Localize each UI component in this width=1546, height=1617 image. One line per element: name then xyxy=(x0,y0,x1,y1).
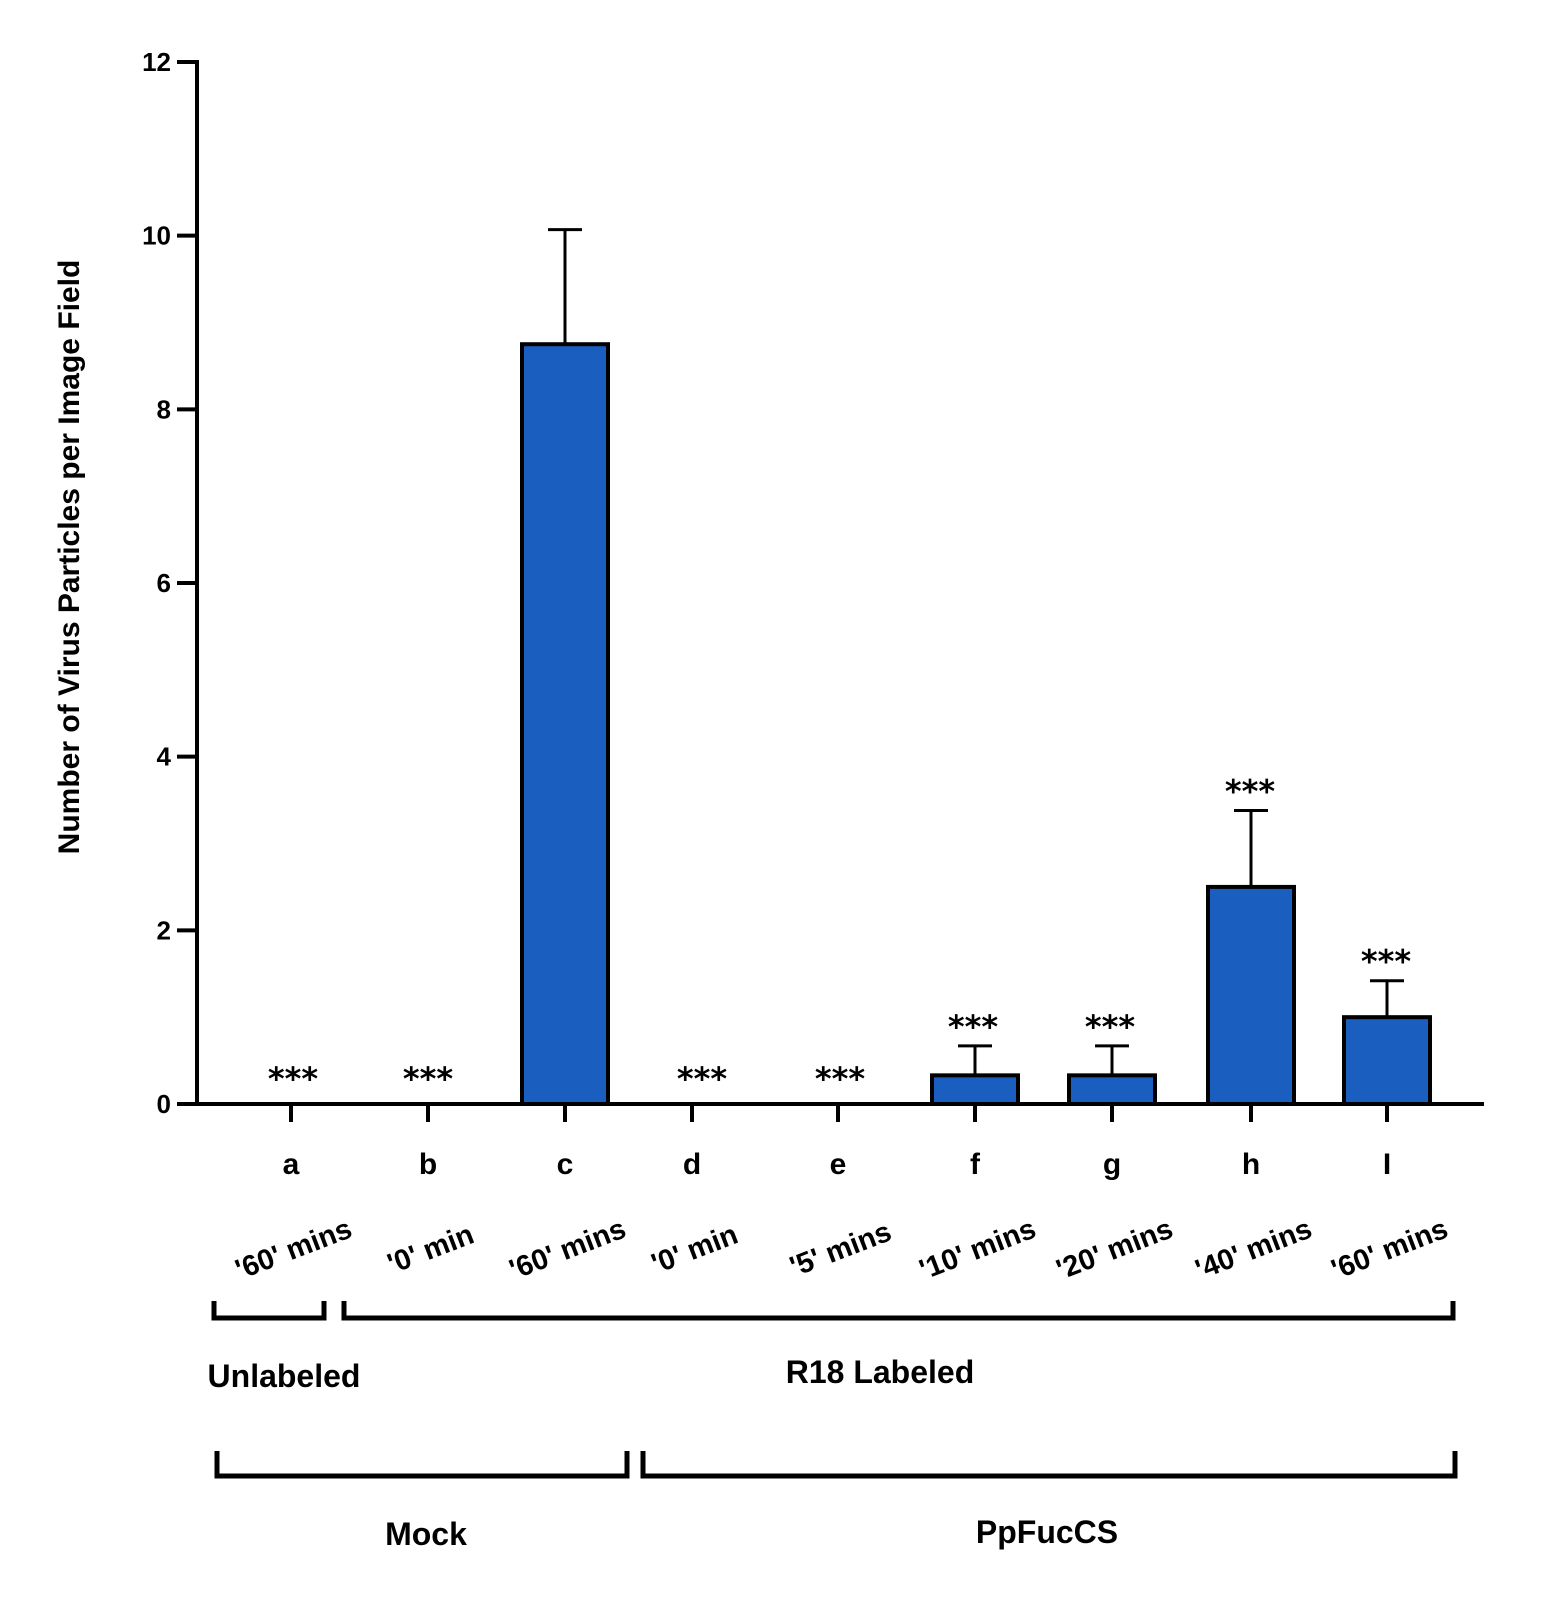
y-tick-label: 10 xyxy=(142,221,171,251)
significance-marker: *** xyxy=(1085,1008,1135,1046)
time-label: '60' mins xyxy=(231,1213,356,1287)
time-label: '5' mins xyxy=(786,1216,896,1284)
category-label: e xyxy=(830,1148,847,1181)
bar-g xyxy=(1067,1073,1157,1106)
significance-marker: *** xyxy=(1225,773,1275,811)
group-brackets: Unlabeled R18 Labeled Mock PpFucCS xyxy=(208,1301,1458,1552)
group-label: Unlabeled xyxy=(208,1358,361,1394)
time-label: '60' mins xyxy=(505,1213,630,1287)
group-label: R18 Labeled xyxy=(786,1354,975,1390)
bar-c xyxy=(520,342,610,1107)
time-label: '10' mins xyxy=(915,1213,1040,1287)
group-label: PpFucCS xyxy=(976,1514,1118,1550)
y-tick-label: 6 xyxy=(157,568,171,598)
time-label: '60' mins xyxy=(1327,1213,1452,1287)
significance-marker: *** xyxy=(403,1060,453,1098)
significance-markers: *** *** *** *** *** *** *** *** xyxy=(268,773,1411,1098)
y-axis: 0 2 4 6 8 10 12 xyxy=(142,47,199,1119)
category-label: b xyxy=(419,1148,437,1181)
y-axis-label: Number of Virus Particles per Image Fiel… xyxy=(53,260,86,855)
group-label: Mock xyxy=(385,1516,467,1552)
significance-marker: *** xyxy=(268,1060,318,1098)
category-label: d xyxy=(683,1148,701,1181)
bracket-ppfuccs xyxy=(640,1451,1458,1479)
time-label: '20' mins xyxy=(1052,1213,1177,1287)
bar-h xyxy=(1206,884,1296,1107)
bracket-r18-labeled xyxy=(341,1301,1456,1321)
y-tick-label: 8 xyxy=(157,394,171,424)
bar-f xyxy=(930,1073,1020,1106)
time-labels: '60' mins '0' min '60' mins '0' min '5' mins… xyxy=(231,1213,1452,1287)
error-bars xyxy=(548,228,1404,1076)
significance-marker: *** xyxy=(1361,943,1411,981)
category-label: a xyxy=(283,1148,300,1181)
bracket-mock xyxy=(214,1451,630,1479)
significance-marker: *** xyxy=(677,1060,727,1098)
bars xyxy=(520,342,1432,1107)
y-tick-label: 12 xyxy=(142,47,171,77)
category-label: f xyxy=(970,1148,981,1181)
y-tick-label: 2 xyxy=(157,915,171,945)
time-label: '0' min xyxy=(383,1219,478,1281)
time-label: '40' mins xyxy=(1191,1213,1316,1287)
significance-marker: *** xyxy=(815,1060,865,1098)
x-axis xyxy=(178,1102,1484,1122)
category-label: I xyxy=(1383,1148,1391,1181)
significance-marker: *** xyxy=(948,1008,998,1046)
category-label: h xyxy=(1242,1148,1260,1181)
bar-I xyxy=(1342,1015,1432,1107)
y-tick-label: 0 xyxy=(157,1089,171,1119)
bracket-unlabeled xyxy=(211,1301,327,1321)
category-label: g xyxy=(1103,1148,1121,1181)
y-tick-label: 4 xyxy=(157,742,172,772)
category-label: c xyxy=(557,1148,574,1181)
time-label: '0' min xyxy=(647,1219,742,1281)
